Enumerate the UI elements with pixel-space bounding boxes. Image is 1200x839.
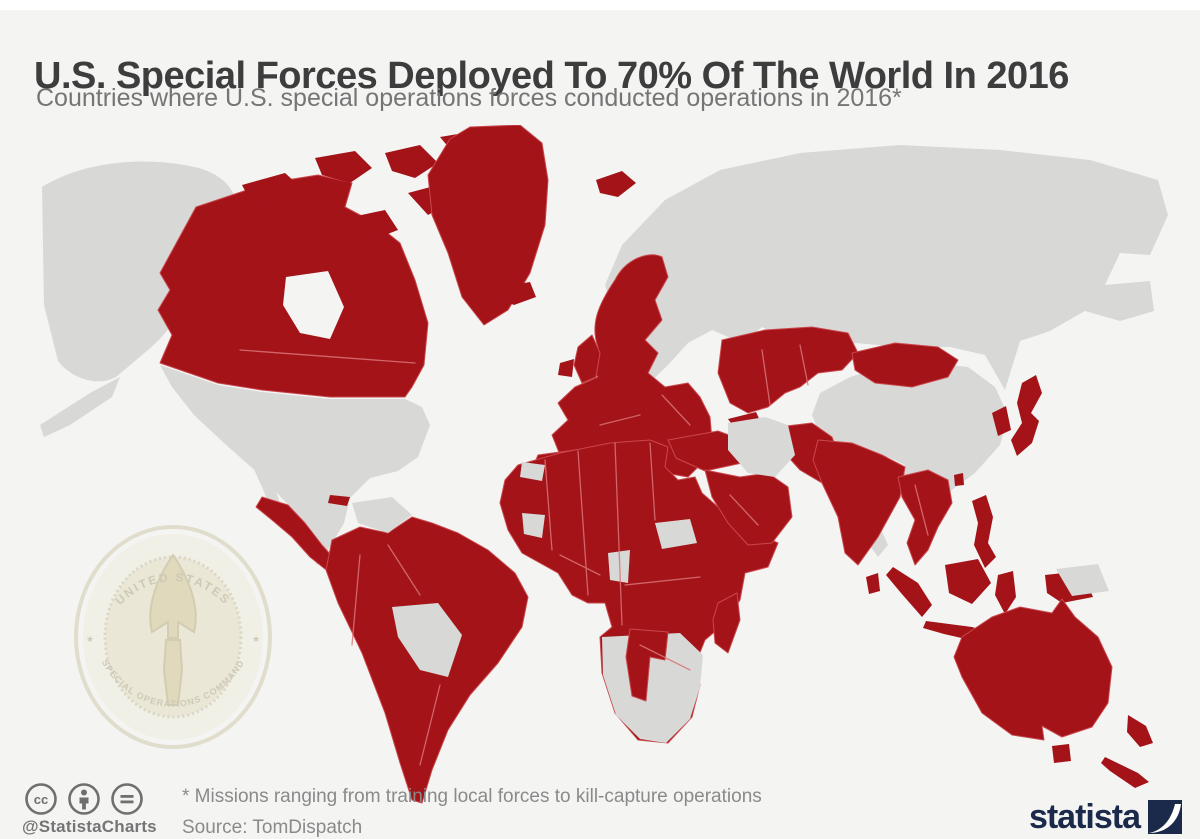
cc-icon: cc — [25, 783, 57, 815]
map-red-overlays — [625, 592, 741, 702]
map-red-landmasses — [157, 125, 1153, 804]
top-white-strip — [0, 0, 1200, 10]
seal-star-right: ★ — [252, 634, 262, 644]
svg-text:cc: cc — [34, 792, 48, 807]
statista-charts-handle: @StatistaCharts — [22, 817, 157, 836]
footnote-text: * Missions ranging from training local f… — [182, 786, 762, 807]
ussocom-seal-watermark: UNITED STATES SPECIAL OPERATIONS COMMAND… — [74, 525, 272, 749]
country-border-lines — [239, 344, 929, 766]
page-subtitle: Countries where U.S. special operations … — [36, 84, 902, 112]
attribution-icon — [68, 783, 100, 815]
world-map-svg — [40, 125, 1168, 804]
statista-logo: statista — [1029, 800, 1182, 834]
world-choropleth-map — [0, 125, 1200, 835]
cc-license-icons: cc — [24, 782, 144, 816]
seal-star-left: ★ — [86, 634, 96, 644]
no-derivatives-icon — [111, 783, 143, 815]
page-title: U.S. Special Forces Deployed To 70% Of T… — [34, 55, 1069, 98]
map-gray-landmasses — [40, 145, 1168, 565]
seal-spearhead — [149, 553, 197, 706]
statista-wordmark: statista — [1028, 798, 1141, 836]
source-text: Source: TomDispatch — [182, 817, 363, 838]
statista-logo-mark — [1148, 800, 1182, 834]
